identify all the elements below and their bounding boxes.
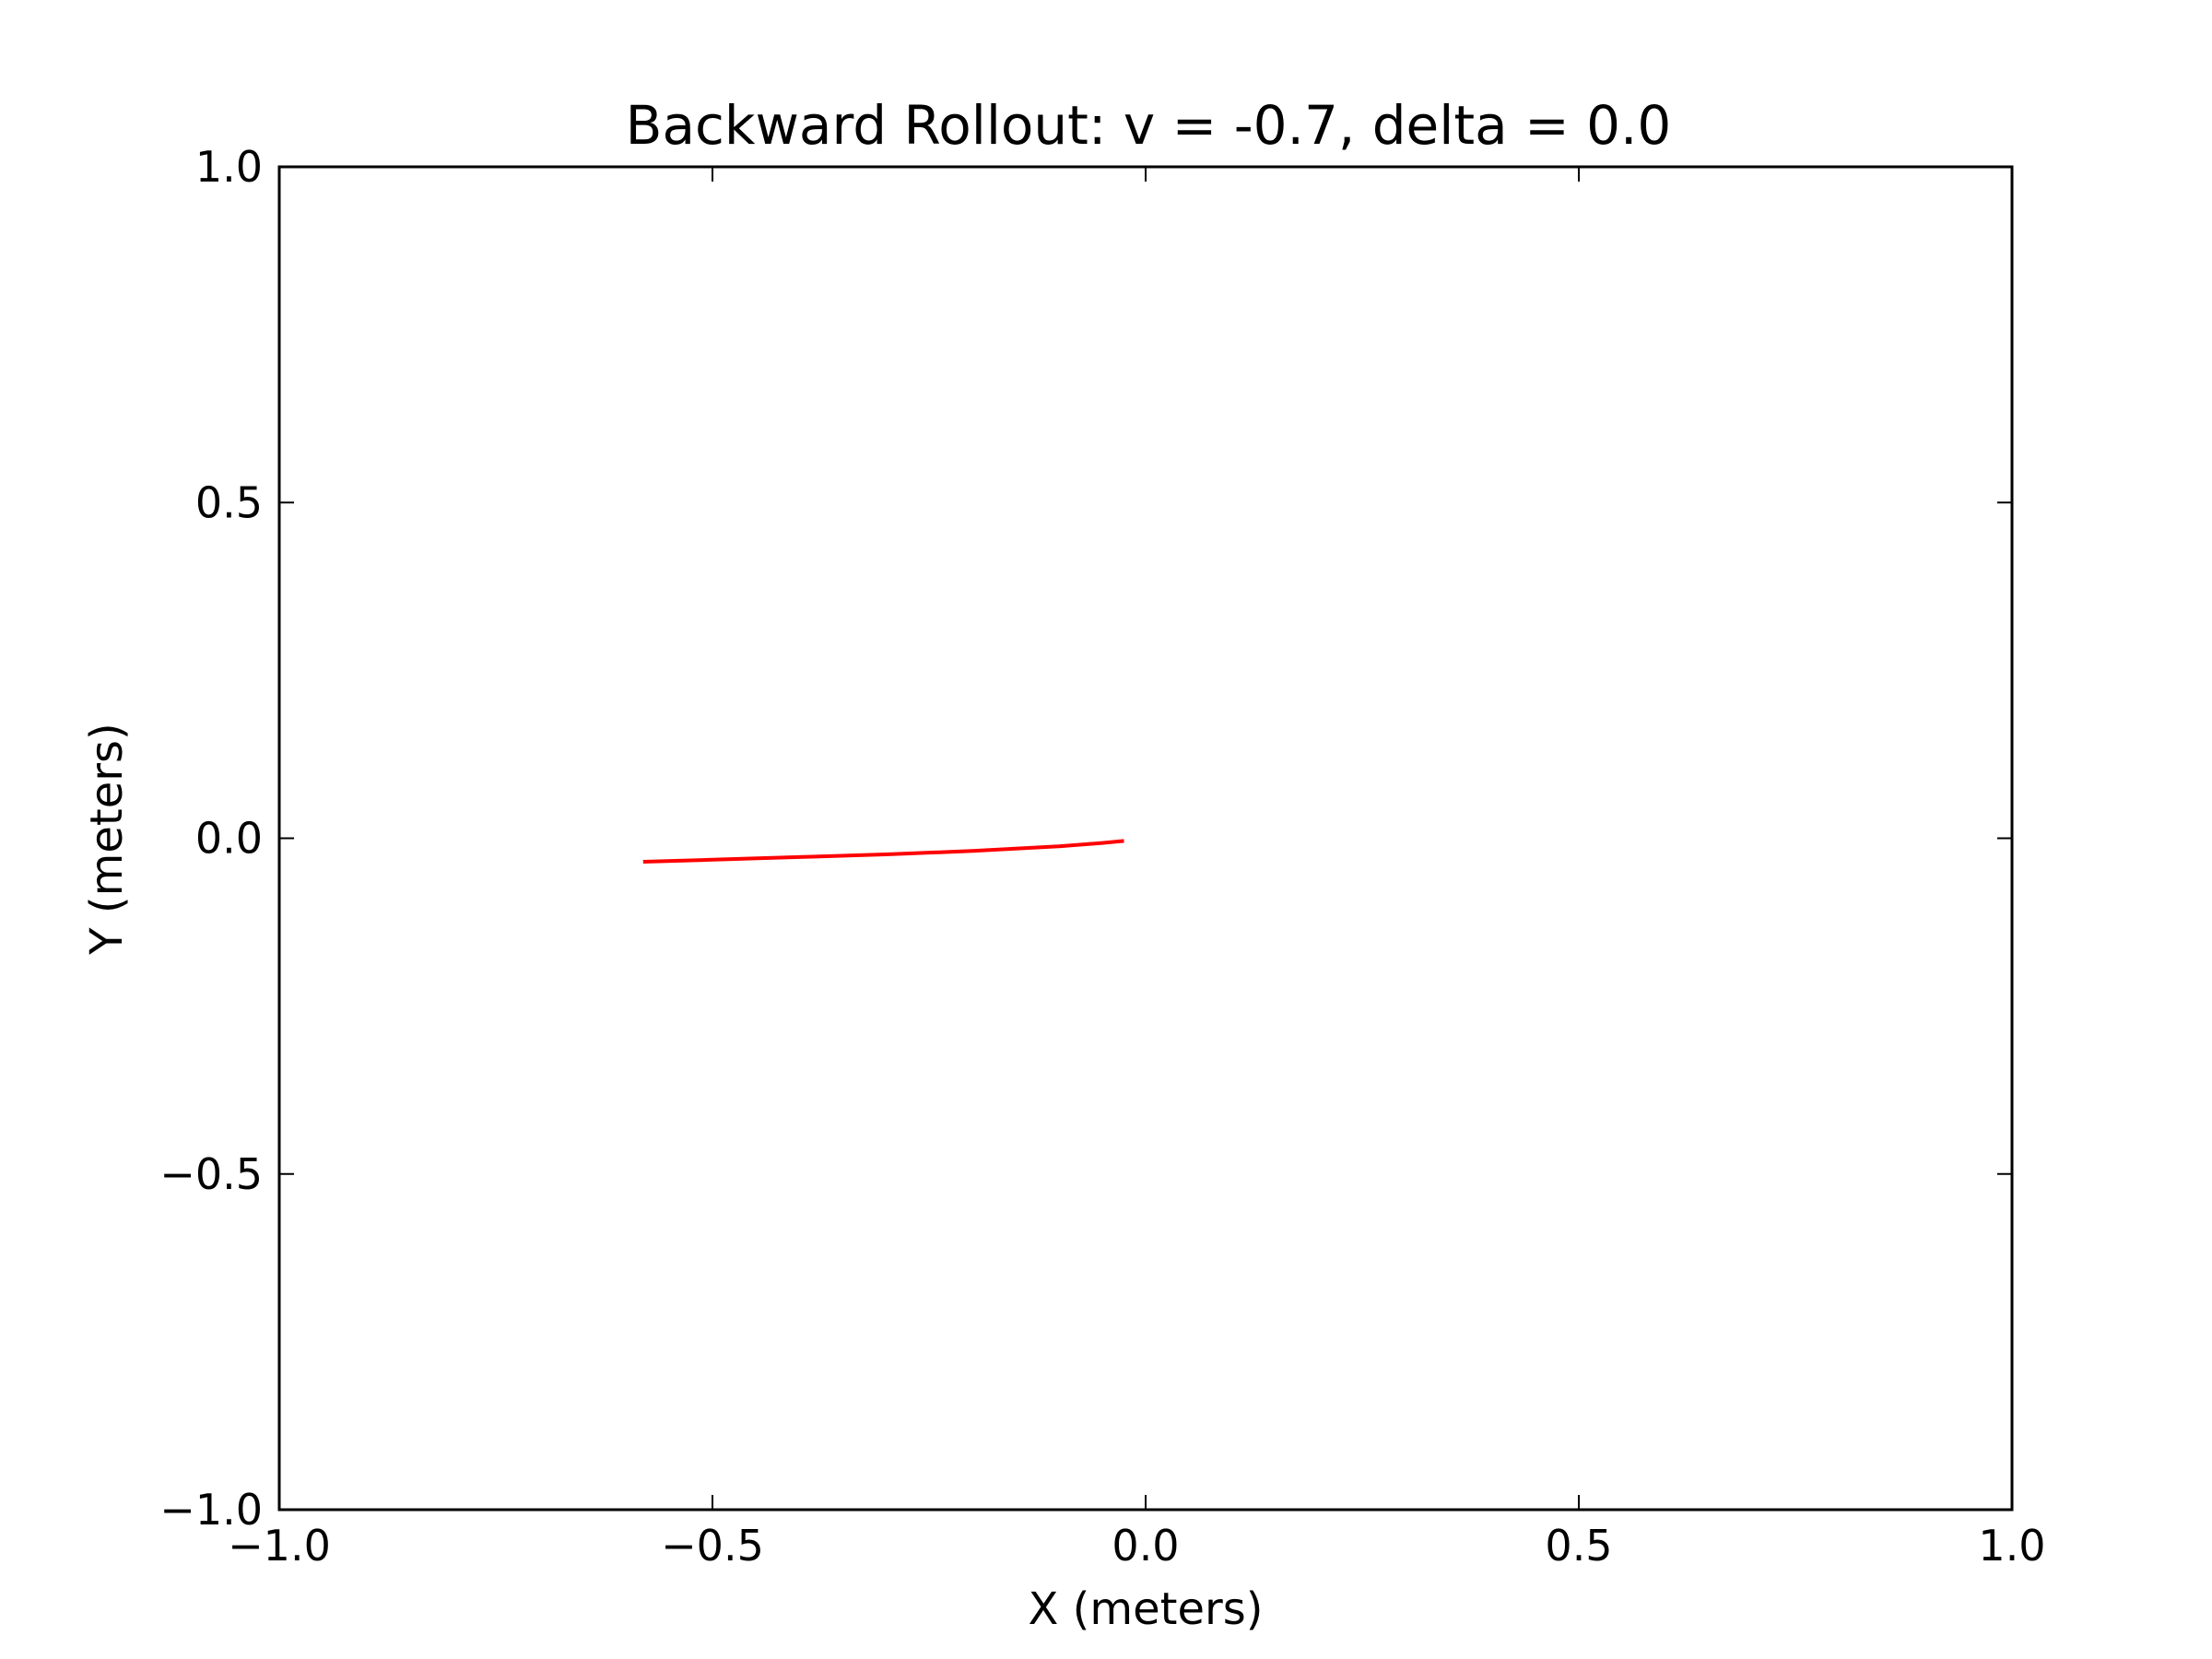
- y-tick-label: 0.5: [195, 477, 263, 527]
- axes-frame: [277, 165, 2014, 1512]
- y-tick-label: −0.5: [159, 1149, 263, 1199]
- x-axis-label: X (meters): [1029, 1583, 1264, 1635]
- y-axis-label: Y (meters): [81, 723, 133, 955]
- x-tick-label: −1.0: [228, 1521, 331, 1571]
- x-tick-label: 1.0: [1978, 1521, 2045, 1571]
- tick-labels-layer: −1.0 −0.5 0.0 0.5 1.0 −1.0 −0.5 0.0 0.5 1.0: [159, 142, 2045, 1571]
- x-tick-label: −0.5: [661, 1521, 764, 1571]
- y-tick-label: 1.0: [195, 142, 263, 192]
- x-tick-label: 0.0: [1112, 1521, 1179, 1571]
- y-tick-label: −1.0: [159, 1485, 263, 1535]
- y-tick-label: 0.0: [195, 814, 263, 864]
- x-tick-label: 0.5: [1545, 1521, 1612, 1571]
- plot-area: [642, 839, 1124, 864]
- trajectory-line: [642, 839, 1124, 864]
- chart-title: Backward Rollout: v = -0.7, delta = 0.0: [626, 94, 1672, 157]
